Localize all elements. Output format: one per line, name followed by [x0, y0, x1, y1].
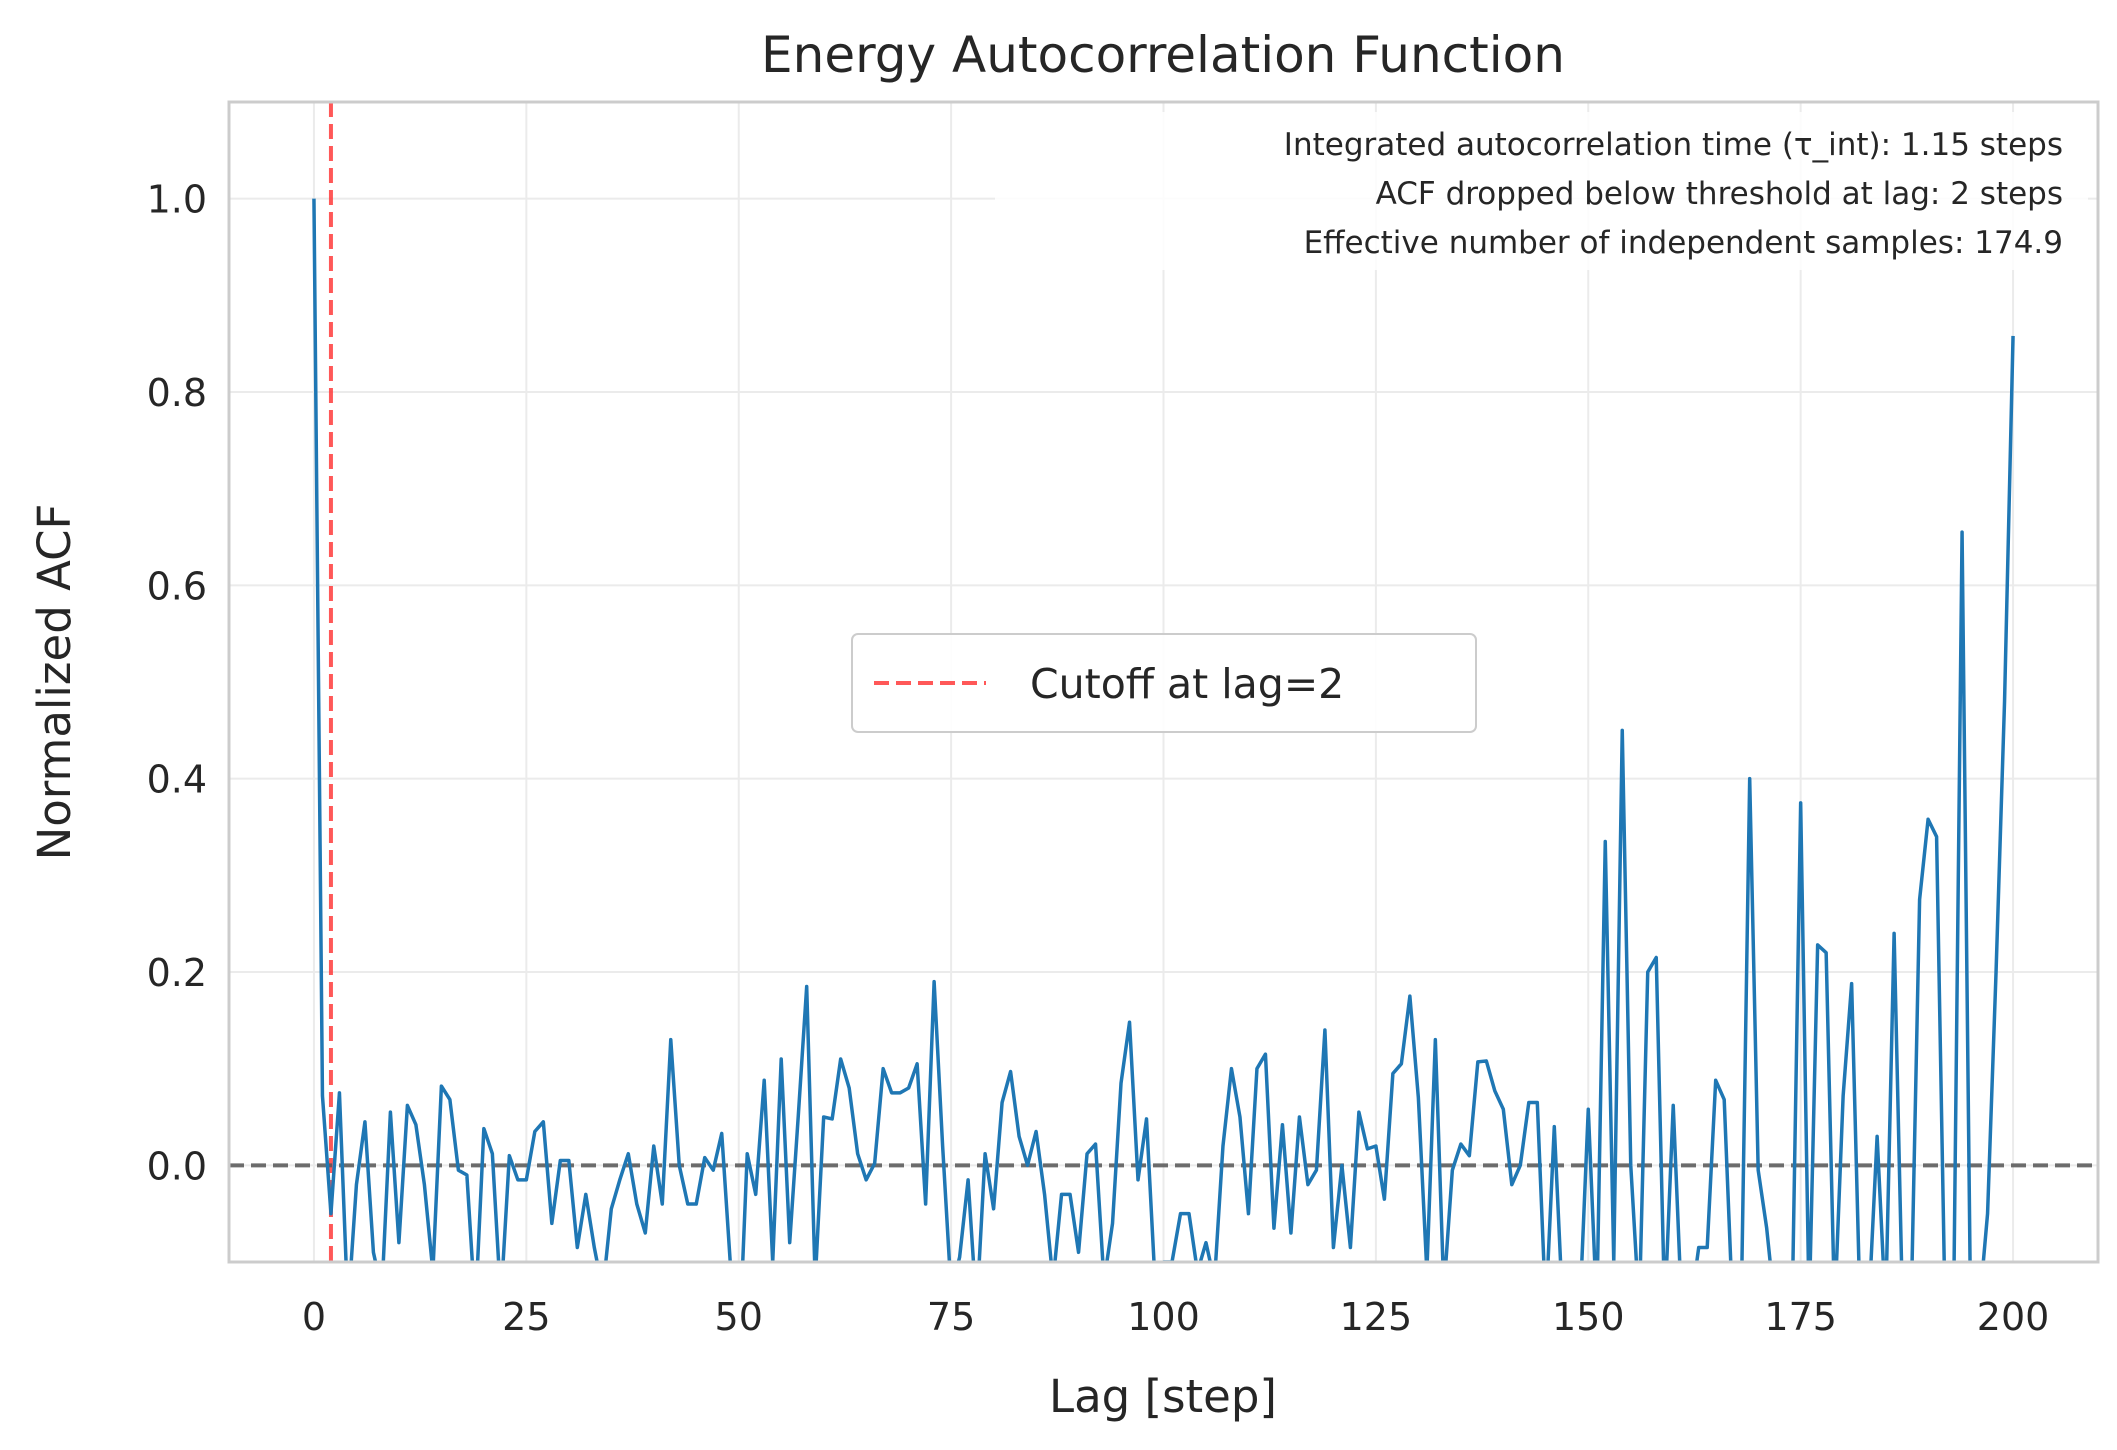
- reference-lines: [229, 102, 2098, 1262]
- x-tick-label: 50: [715, 1295, 763, 1339]
- legend: Cutoff at lag=2: [851, 633, 1477, 733]
- y-tick-label: 1.0: [147, 178, 207, 222]
- x-tick-label: 175: [1764, 1295, 1837, 1339]
- x-tick-label: 25: [502, 1295, 550, 1339]
- y-tick-label: 0.6: [147, 564, 207, 608]
- stat-tau-int: Integrated autocorrelation time (τ_int):…: [1284, 127, 2063, 163]
- stat-effective-samples: Effective number of independent samples:…: [1304, 225, 2063, 261]
- x-tick-label: 150: [1552, 1295, 1625, 1339]
- chart-title: Energy Autocorrelation Function: [761, 26, 1565, 84]
- stat-threshold-lag: ACF dropped below threshold at lag: 2 st…: [1376, 176, 2063, 212]
- x-tick-label: 125: [1340, 1295, 1413, 1339]
- x-tick-label: 75: [927, 1295, 975, 1339]
- y-tick-label: 0.0: [147, 1144, 207, 1188]
- y-tick-label: 0.2: [147, 951, 207, 995]
- stats-annotation-background: [995, 112, 2088, 270]
- legend-label-cutoff: Cutoff at lag=2: [1030, 660, 1344, 708]
- legend-box: [851, 633, 1477, 733]
- x-tick-label: 200: [1977, 1295, 2050, 1339]
- x-tick-label: 0: [302, 1295, 326, 1339]
- y-tick-label: 0.8: [147, 371, 207, 415]
- x-axis-title: Lag [step]: [1049, 1370, 1277, 1423]
- x-tick-label: 100: [1127, 1295, 1200, 1339]
- stats-annotation: Integrated autocorrelation time (τ_int):…: [995, 112, 2088, 270]
- plot-frame: [227, 100, 2100, 1264]
- x-tick-labels: 0 25 50 75 100 125 150 175 200: [302, 1295, 2049, 1339]
- y-tick-labels: 0.0 0.2 0.4 0.6 0.8 1.0: [147, 178, 207, 1189]
- y-tick-label: 0.4: [147, 758, 207, 802]
- y-axis-title: Normalized ACF: [28, 504, 81, 861]
